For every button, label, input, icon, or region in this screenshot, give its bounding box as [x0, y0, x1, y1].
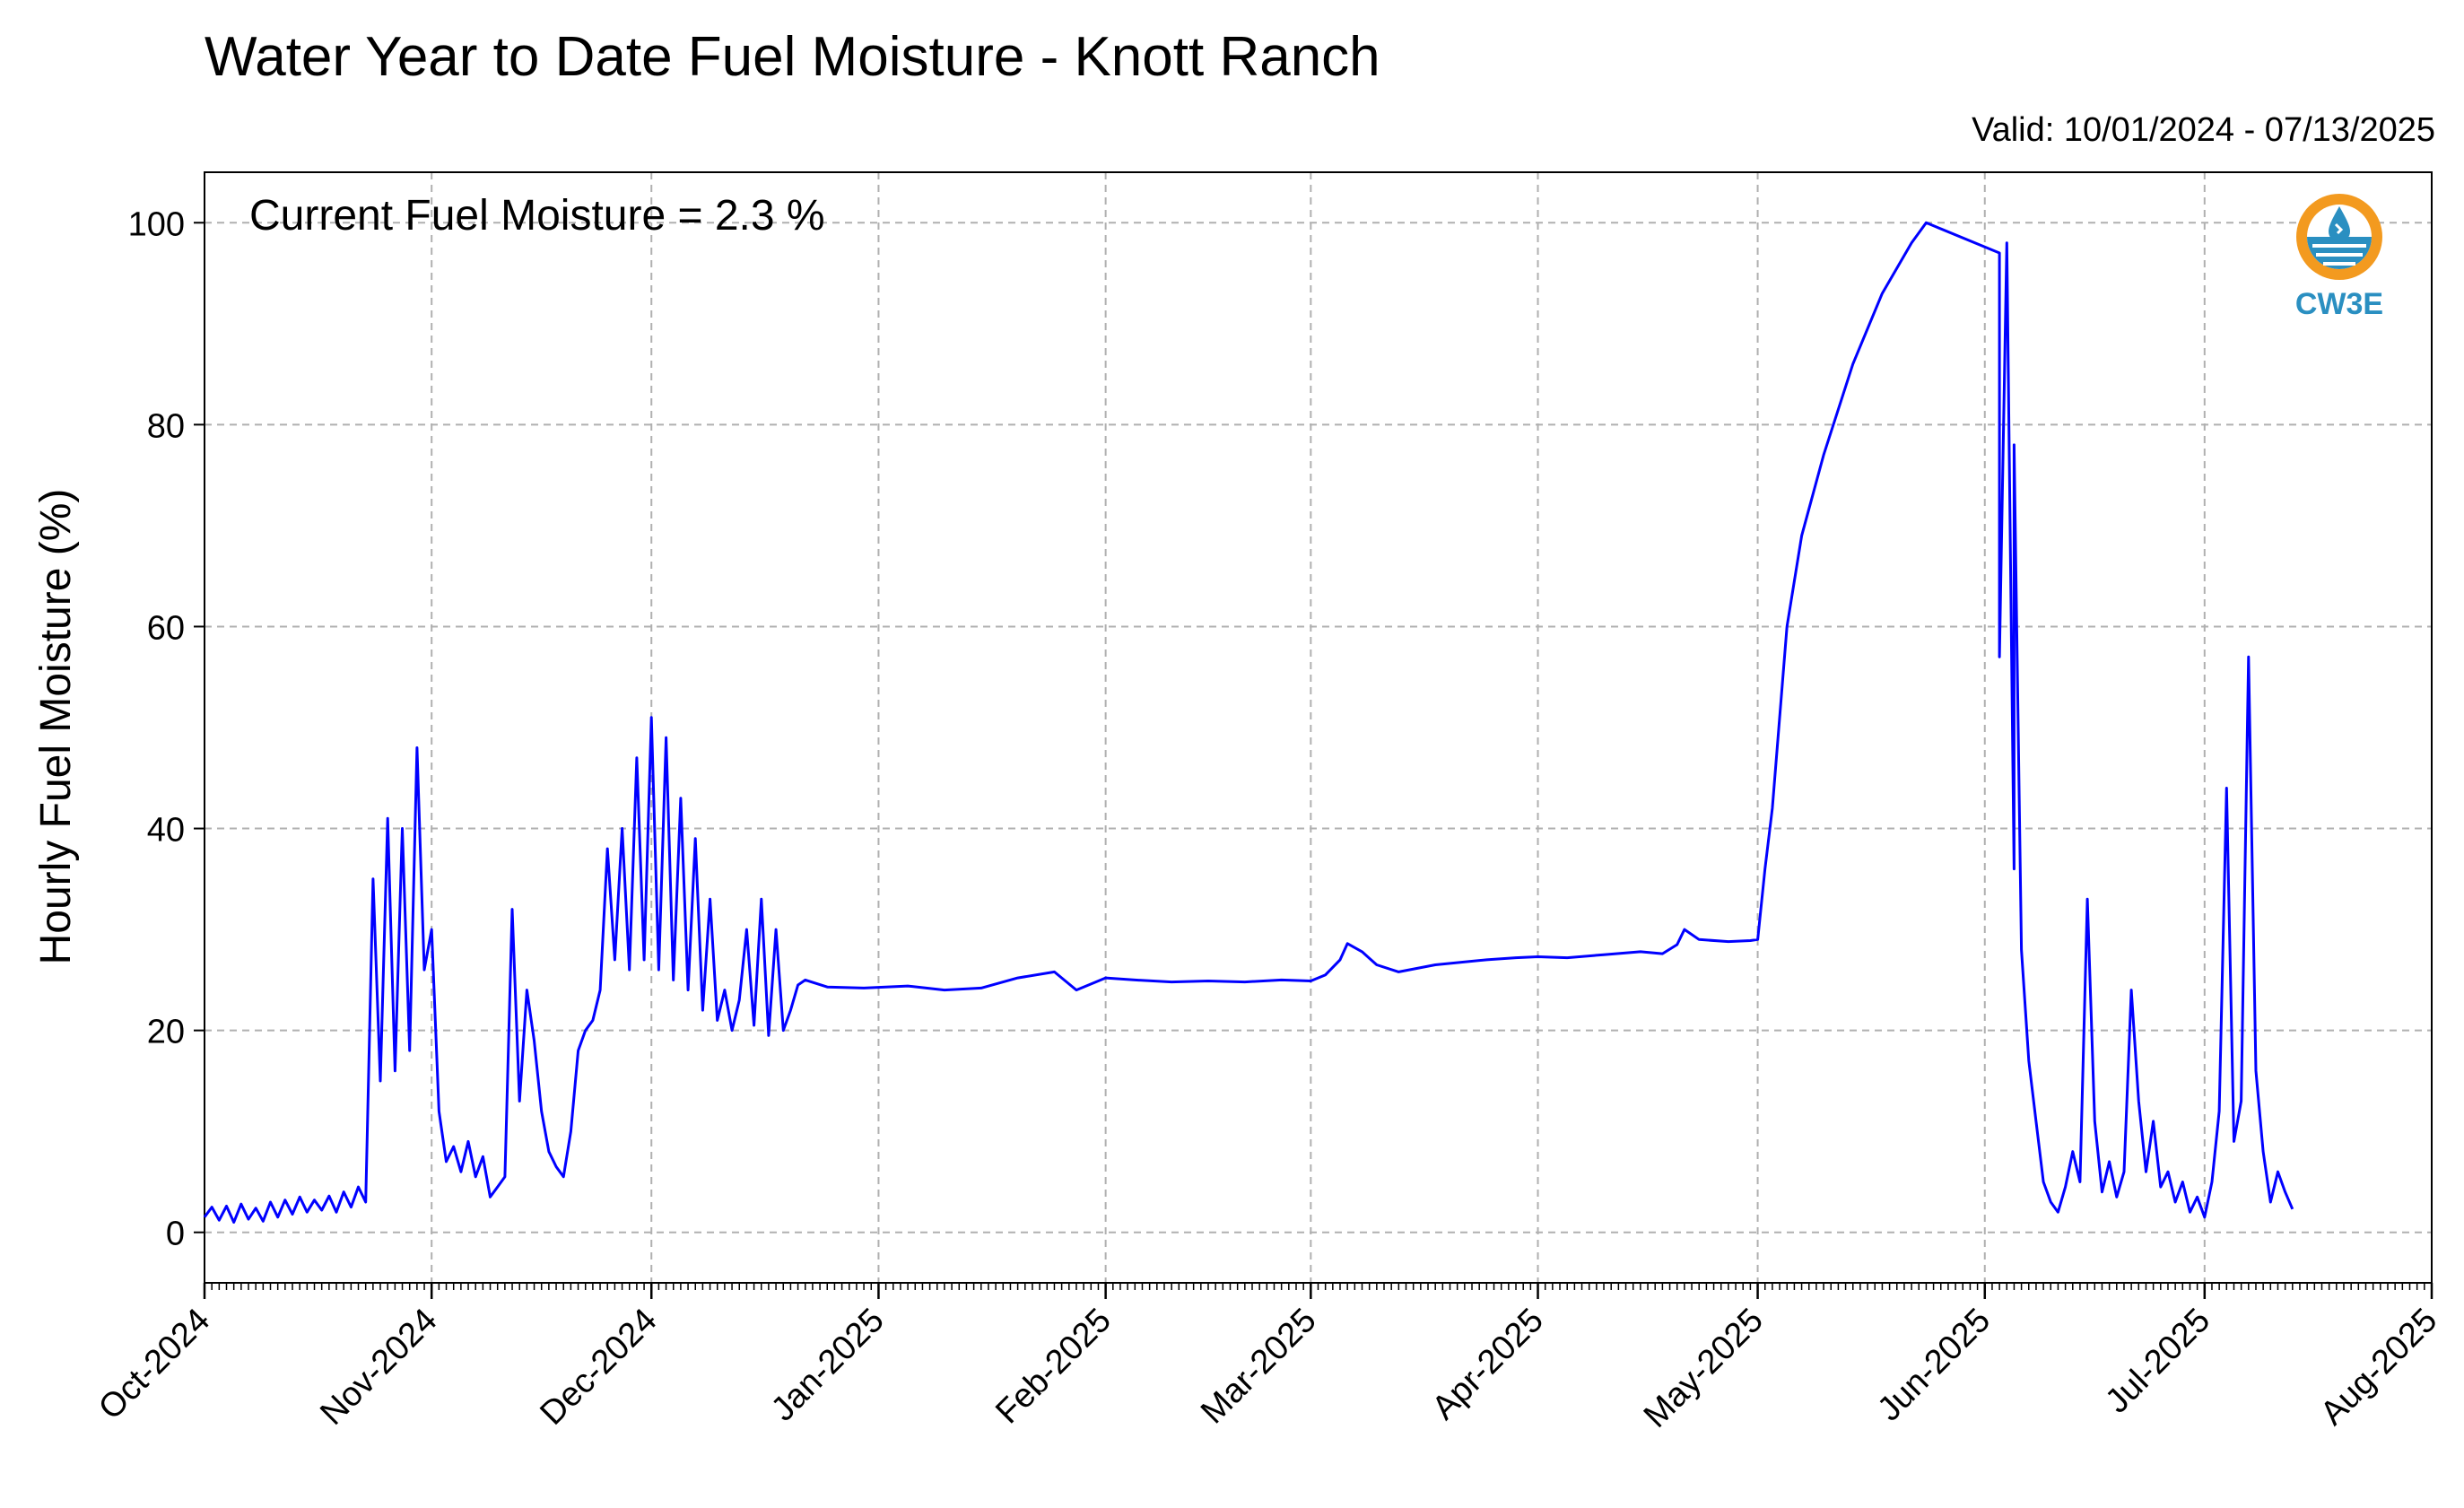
x-tick-label: May-2025 [1637, 1302, 1771, 1435]
grid-layer [204, 172, 2433, 1283]
x-tick-label: Jun-2025 [1870, 1302, 1998, 1429]
y-tick-label: 20 [147, 1014, 185, 1051]
plot-frame [204, 171, 2433, 1284]
cw3e-logo-icon [2296, 194, 2382, 280]
x-tick-label: Nov-2024 [313, 1302, 444, 1433]
x-tick-label: Oct-2024 [91, 1302, 217, 1427]
x-tick-label: Jan-2025 [764, 1302, 892, 1429]
axis-layer: 0 20 40 60 80 100 Oct-2024 Nov-2024 Dec-2024 Jan-… [91, 205, 2444, 1435]
y-tick-label: 40 [147, 812, 185, 850]
y-axis-label: Hourly Fuel Moisture (%) [32, 489, 80, 965]
x-tick-label: Feb-2025 [988, 1302, 1119, 1432]
y-tick-label: 80 [147, 407, 185, 445]
chart-title: Water Year to Date Fuel Moisture - Knott… [205, 26, 1380, 88]
y-tick-label: 60 [147, 609, 185, 647]
x-tick-label: Apr-2025 [1425, 1302, 1551, 1427]
y-tick-label: 0 [166, 1216, 185, 1253]
x-tick-label: Dec-2024 [533, 1302, 664, 1433]
cw3e-logo: CW3E [2286, 187, 2393, 321]
cw3e-logo-text: CW3E [2294, 287, 2384, 321]
y-tick-label: 100 [128, 205, 185, 243]
x-tick-label: Aug-2025 [2313, 1302, 2444, 1433]
x-tick-label: Jul-2025 [2098, 1302, 2217, 1421]
current-fuel-moisture-annotation: Current Fuel Moisture = 2.3 % [249, 192, 825, 240]
fuel-moisture-series-line [203, 221, 2294, 1224]
x-tick-label: Mar-2025 [1194, 1302, 1324, 1432]
valid-date-range: Valid: 10/01/2024 - 07/13/2025 [1972, 111, 2435, 149]
